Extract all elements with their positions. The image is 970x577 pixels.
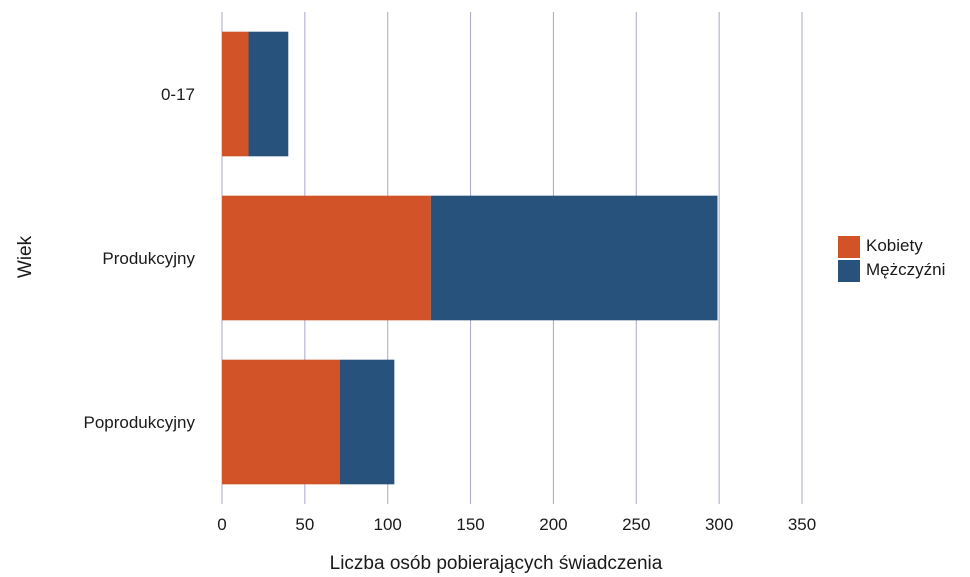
- x-tick-labels: 0 50 100 150 200 250 300 350: [217, 515, 816, 534]
- bar-Produkcyjny-Mężczyźni: [430, 195, 718, 321]
- x-tick-label-0: 0: [217, 515, 226, 534]
- x-tick-label-50: 50: [295, 515, 314, 534]
- x-tick-label-150: 150: [456, 515, 484, 534]
- bar-0-17-Kobiety: [222, 31, 249, 157]
- x-axis-label: Liczba osób pobierających świadczenia: [330, 553, 663, 574]
- x-tick-label-300: 300: [705, 515, 733, 534]
- x-tick-label-200: 200: [539, 515, 567, 534]
- bar-0-17-Mężczyźni: [248, 31, 289, 157]
- x-tick-label-100: 100: [374, 515, 402, 534]
- legend-label-Kobiety: Kobiety: [866, 236, 923, 255]
- legend-swatch-Kobiety: [838, 236, 860, 258]
- category-label-0-17: 0-17: [161, 85, 195, 104]
- bar-Produkcyjny-Kobiety: [222, 195, 431, 321]
- category-label-Poprodukcyjny: Poprodukcyjny: [83, 413, 195, 432]
- legend-label-Mężczyźni: Mężczyźni: [866, 260, 945, 279]
- x-tick-label-250: 250: [622, 515, 650, 534]
- legend: Kobiety Mężczyźni: [838, 236, 945, 282]
- legend-swatch-Mężczyźni: [838, 260, 860, 282]
- x-tick-label-350: 350: [788, 515, 816, 534]
- bars: [222, 31, 718, 485]
- category-label-Produkcyjny: Produkcyjny: [102, 249, 195, 268]
- bar-Poprodukcyjny-Kobiety: [222, 359, 340, 485]
- bar-Poprodukcyjny-Mężczyźni: [339, 359, 395, 485]
- category-labels: 0-17 Produkcyjny Poprodukcyjny: [83, 85, 195, 432]
- y-axis-label: Wiek: [15, 235, 36, 278]
